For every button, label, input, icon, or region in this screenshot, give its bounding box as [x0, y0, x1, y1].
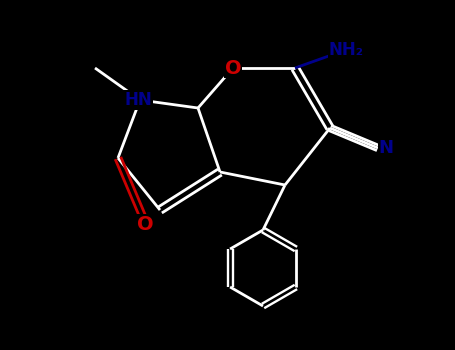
Text: O: O — [136, 215, 153, 233]
Text: NH₂: NH₂ — [329, 41, 364, 59]
Text: N: N — [379, 139, 394, 157]
Text: HN: HN — [124, 91, 152, 109]
Text: O: O — [225, 58, 241, 77]
